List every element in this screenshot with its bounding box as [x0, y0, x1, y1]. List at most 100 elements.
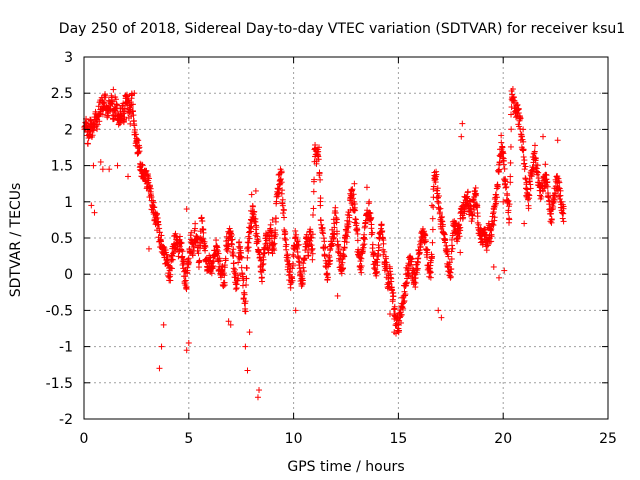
data-point — [417, 240, 424, 247]
data-point — [449, 245, 456, 252]
data-point — [366, 209, 373, 216]
data-point — [429, 253, 436, 260]
data-point — [143, 167, 150, 174]
data-point — [160, 243, 167, 250]
data-point — [136, 148, 143, 155]
data-point — [391, 303, 398, 310]
data-point — [445, 253, 452, 260]
data-point — [243, 281, 250, 288]
data-point — [327, 257, 334, 264]
data-point — [185, 259, 192, 266]
data-point — [387, 265, 394, 272]
data-point — [100, 99, 107, 106]
data-point — [272, 227, 279, 234]
data-point — [199, 218, 206, 225]
data-point — [127, 104, 134, 111]
data-point — [248, 223, 255, 230]
data-point — [242, 298, 249, 305]
data-point — [280, 207, 287, 214]
data-point — [369, 229, 376, 236]
data-point — [89, 132, 96, 139]
data-point — [102, 91, 109, 98]
data-point — [176, 233, 183, 240]
data-point — [408, 255, 415, 262]
data-point — [432, 179, 439, 186]
data-point — [317, 195, 324, 202]
data-point — [429, 226, 436, 233]
data-point — [235, 259, 242, 266]
data-point — [283, 246, 290, 253]
data-point — [324, 274, 331, 281]
data-point — [427, 274, 434, 281]
data-point — [238, 254, 245, 261]
data-point — [401, 297, 408, 304]
data-point — [326, 258, 333, 265]
data-point — [331, 224, 338, 231]
data-point — [227, 229, 234, 236]
data-point — [259, 267, 266, 274]
data-point — [368, 214, 375, 221]
data-point — [135, 137, 142, 144]
data-point — [236, 239, 243, 246]
data-point — [398, 311, 405, 318]
data-point — [338, 270, 345, 277]
data-point — [305, 252, 312, 259]
data-point — [398, 319, 405, 326]
data-points — [81, 86, 567, 401]
data-point — [278, 179, 285, 186]
data-point — [131, 126, 138, 133]
data-point — [242, 305, 249, 312]
data-point — [441, 230, 448, 237]
data-point — [265, 249, 272, 256]
data-point — [252, 215, 259, 222]
data-point — [435, 199, 442, 206]
data-point — [358, 262, 365, 269]
data-point — [331, 231, 338, 238]
data-point — [109, 98, 116, 105]
data-point — [402, 291, 409, 298]
data-point — [400, 305, 407, 312]
data-point — [134, 136, 141, 143]
data-point — [324, 270, 331, 277]
data-point — [439, 221, 446, 228]
data-point — [239, 270, 246, 277]
data-point — [308, 234, 315, 241]
data-point — [330, 234, 337, 241]
data-point — [332, 209, 339, 216]
data-point — [352, 207, 359, 214]
data-point — [221, 272, 228, 279]
data-point — [155, 221, 162, 228]
data-point — [182, 277, 189, 284]
data-point — [228, 237, 235, 244]
data-point — [358, 269, 365, 276]
data-point — [279, 187, 286, 194]
data-point — [433, 171, 440, 178]
data-point — [448, 255, 455, 262]
data-point — [368, 225, 375, 232]
data-point — [237, 243, 244, 250]
data-point — [309, 256, 316, 263]
data-point — [369, 241, 376, 248]
data-point — [261, 250, 268, 257]
data-point — [327, 245, 334, 252]
data-point — [281, 214, 288, 221]
data-point — [448, 242, 455, 249]
data-point — [169, 252, 176, 259]
data-point — [346, 214, 353, 221]
data-point — [341, 244, 348, 251]
data-point — [256, 251, 263, 258]
data-point — [290, 262, 297, 269]
data-point — [310, 188, 317, 195]
data-point — [207, 254, 214, 261]
data-point — [414, 265, 421, 272]
data-point — [271, 247, 278, 254]
data-point — [254, 233, 261, 240]
data-point — [317, 176, 324, 183]
data-point — [333, 216, 340, 223]
data-point — [244, 254, 251, 261]
data-point — [124, 93, 131, 100]
data-point — [358, 255, 365, 262]
data-point — [195, 264, 202, 271]
data-point — [265, 246, 272, 253]
